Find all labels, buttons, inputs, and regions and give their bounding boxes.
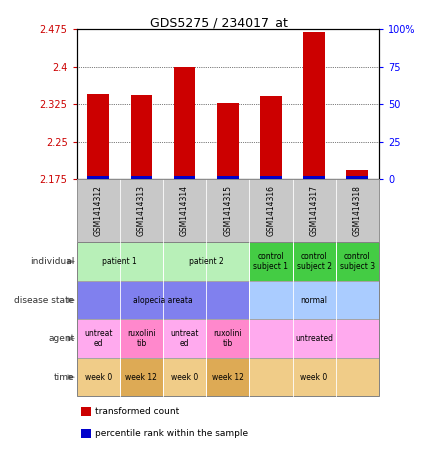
Text: GSM1414313: GSM1414313 (137, 185, 146, 236)
Bar (217, 176, 239, 179)
Text: GDS5275 / 234017_at: GDS5275 / 234017_at (150, 16, 288, 29)
Bar (131, 95, 152, 179)
Bar (260, 176, 282, 179)
Text: untreat
ed: untreat ed (170, 329, 199, 348)
Polygon shape (67, 336, 75, 342)
Text: week 12: week 12 (125, 373, 157, 381)
Text: percentile rank within the sample: percentile rank within the sample (95, 429, 248, 438)
Text: patient 2: patient 2 (189, 257, 223, 266)
Text: normal: normal (300, 296, 328, 304)
Polygon shape (67, 259, 75, 265)
Bar (88, 176, 109, 179)
Text: untreat
ed: untreat ed (84, 329, 113, 348)
Text: week 12: week 12 (212, 373, 244, 381)
Text: week 0: week 0 (300, 373, 328, 381)
Bar (346, 170, 368, 179)
Bar (88, 94, 109, 179)
Text: GSM1414317: GSM1414317 (310, 185, 318, 236)
Bar (260, 96, 282, 179)
Polygon shape (67, 374, 75, 380)
Text: GSM1414316: GSM1414316 (266, 185, 276, 236)
Text: patient 1: patient 1 (102, 257, 137, 266)
Text: transformed count: transformed count (95, 407, 179, 416)
Text: individual: individual (30, 257, 74, 266)
Text: GSM1414312: GSM1414312 (94, 185, 103, 236)
Text: alopecia areata: alopecia areata (133, 296, 193, 304)
Bar (346, 176, 368, 179)
Text: week 0: week 0 (85, 373, 112, 381)
Text: disease state: disease state (14, 296, 74, 304)
Bar (131, 176, 152, 179)
Bar (174, 176, 195, 179)
Text: control
subject 3: control subject 3 (340, 252, 375, 271)
Text: GSM1414314: GSM1414314 (180, 185, 189, 236)
Text: GSM1414315: GSM1414315 (223, 185, 232, 236)
Text: ruxolini
tib: ruxolini tib (213, 329, 242, 348)
Bar (217, 103, 239, 179)
Text: untreated: untreated (295, 334, 333, 343)
Text: ruxolini
tib: ruxolini tib (127, 329, 156, 348)
Text: agent: agent (48, 334, 74, 343)
Polygon shape (67, 297, 75, 303)
Text: control
subject 1: control subject 1 (254, 252, 289, 271)
Bar (303, 176, 325, 179)
Text: GSM1414318: GSM1414318 (353, 185, 362, 236)
Bar (174, 67, 195, 179)
Text: time: time (54, 373, 74, 381)
Bar (303, 32, 325, 179)
Text: week 0: week 0 (171, 373, 198, 381)
Text: control
subject 2: control subject 2 (297, 252, 332, 271)
